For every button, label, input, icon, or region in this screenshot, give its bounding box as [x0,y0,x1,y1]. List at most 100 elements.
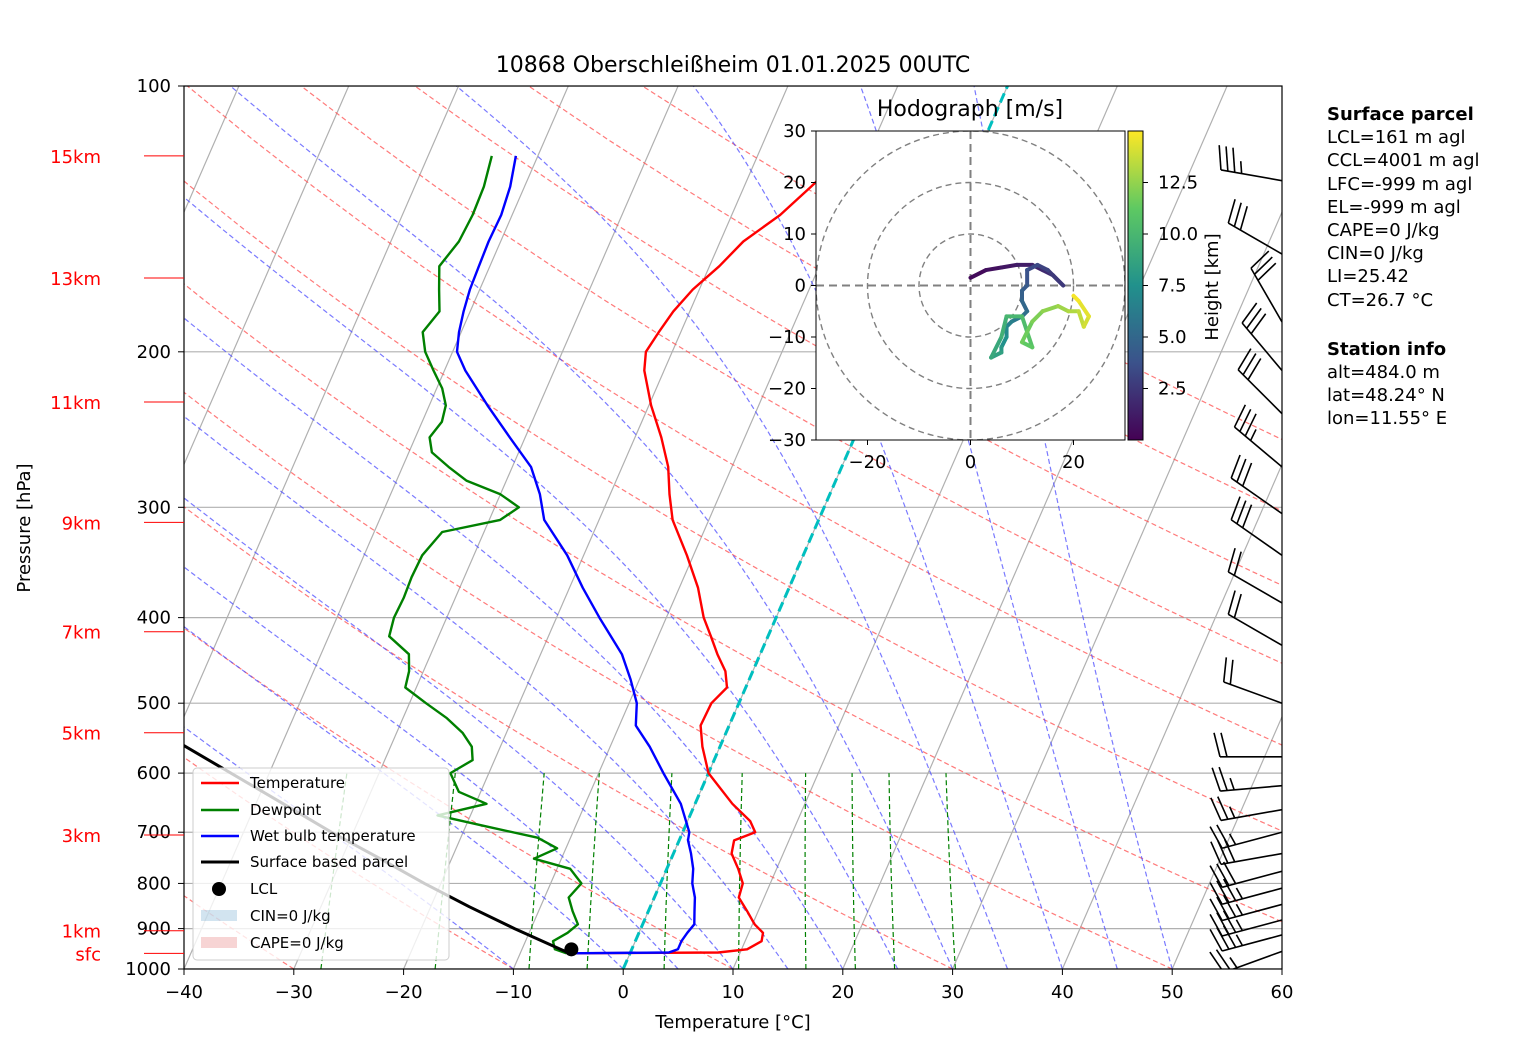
mixing-ratio-line [851,773,856,969]
station-info-heading: Station info [1327,338,1447,360]
hodograph-title: Hodograph [m/s] [877,97,1063,122]
wind-barb-flag [1210,797,1222,821]
isotherm [952,210,1282,969]
legend-label-lcl: LCL [250,880,278,898]
wind-barb-flag [1242,353,1257,376]
wind-barb-flag [1230,496,1241,521]
wind-barb [1227,590,1282,647]
wind-barb-flag [1222,878,1237,902]
hodograph-segment [989,335,1004,360]
moist-adiabat [456,86,1009,969]
hodograph-segment [1030,309,1045,324]
wind-barb [1218,145,1282,182]
lcl-marker [564,942,579,957]
mixing-ratio-line [663,773,673,969]
isotherm [842,86,1228,969]
wind-barb-half-flag [1229,777,1235,791]
hodograph-ring [918,233,1023,338]
wind-barb-flag [1209,826,1223,849]
y-tick-label: 500 [137,693,171,714]
wind-barb-flag [1220,732,1228,757]
wind-barb-staff [1250,267,1282,323]
wind-barb-flag [1241,462,1253,487]
wind-barb-flag [1209,914,1223,937]
hodograph-y-tick-label: 10 [783,224,806,245]
surface-parcel-heading: Surface parcel [1327,104,1474,125]
x-tick-label: 40 [1051,982,1074,1003]
x-tick-label: 20 [831,982,854,1003]
hodograph-segment [1045,268,1066,288]
wind-barb-flag [1209,882,1223,905]
wind-barb-flag [1250,250,1270,269]
moist-adiabat [184,415,789,969]
colorbar-label: Height [km] [1202,233,1223,340]
surface-el: EL=-999 m agl [1327,196,1461,218]
legend-label-cape: CAPE=0 J/kg [250,934,344,952]
y-tick-label: 700 [137,822,171,843]
legend-label-parcel: Surface based parcel [250,853,408,871]
hodograph-x-tick-label: −20 [849,452,887,473]
wind-barb-flag [1217,796,1229,820]
y-tick-label: 400 [137,608,171,629]
hodograph-segment [1076,298,1091,319]
moist-adiabat [184,566,679,969]
wind-barb-staff [1220,784,1282,792]
wind-barb-flag [1222,894,1237,918]
isotherm [184,86,460,719]
height-label: 5km [62,724,101,745]
wind-barb-flag [1227,590,1236,615]
wind-barb-flag [1227,547,1236,573]
surface-ccl: CCL=4001 m agl [1327,150,1480,172]
wind-barb [1237,348,1282,415]
wind-barb-flag [1218,145,1222,170]
x-tick-label: −20 [385,982,423,1003]
colorbar-ticks: 12.5 10.0 7.5 5.0 2.5 [1143,173,1198,400]
wind-barb-flag [1216,880,1230,903]
wind-barb-flag [1209,865,1223,888]
wind-barb-flag [1247,358,1262,381]
y-tick-label: 100 [137,76,171,97]
wind-barb-staff [1221,887,1282,906]
wind-barb-flag [1216,824,1230,847]
isotherm [1171,715,1282,969]
wind-barb-flag [1209,898,1223,921]
moist-adiabat [230,86,954,969]
y-axis-label: Pressure [hPa] [14,463,35,592]
wind-barb-flag [1213,732,1221,757]
x-tick-label: −10 [494,982,532,1003]
wind-barbs [1209,145,1282,969]
wind-barb-flag [1222,861,1237,885]
wind-barb-half-flag [1235,887,1244,900]
wind-barb [1250,250,1282,323]
wind-barb-half-flag [1229,957,1238,969]
wind-barb-flag [1215,949,1231,969]
hodograph-ring [866,181,1075,390]
hodograph-y-tick-label: 0 [795,276,806,297]
station-alt: alt=484.0 m [1327,362,1440,384]
wind-barb-flag [1239,408,1252,432]
legend-swatch-cape [201,937,237,948]
legend-swatch-lcl [212,882,226,896]
wind-barb [1210,796,1282,822]
wind-barb-staff [1241,322,1282,372]
mixing-ratio-line [804,773,807,969]
mixing-ratio-line [888,773,896,969]
wind-barb-flag [1227,199,1236,224]
wind-barb-staff [1233,426,1282,468]
legend: Temperature Dewpoint Wet bulb temperatur… [192,767,450,961]
hodograph-x-tick-label: 20 [1062,452,1085,473]
height-label: 9km [62,513,101,534]
wind-barb-staff [1230,477,1282,515]
wind-barb [1209,894,1282,922]
wind-barb-staff [1221,831,1282,850]
moist-adiabat [184,625,624,969]
wind-barb-half-flag [1228,833,1237,846]
isotherm [1061,462,1282,969]
mixing-ratio-line [528,773,545,969]
moist-adiabat [184,726,514,969]
y-tick-label: 800 [137,873,171,894]
x-tick-label: 10 [722,982,745,1003]
station-lon: lon=11.55° E [1327,408,1448,430]
wind-barb-flag [1237,348,1252,371]
dewpoint-line [388,155,583,955]
